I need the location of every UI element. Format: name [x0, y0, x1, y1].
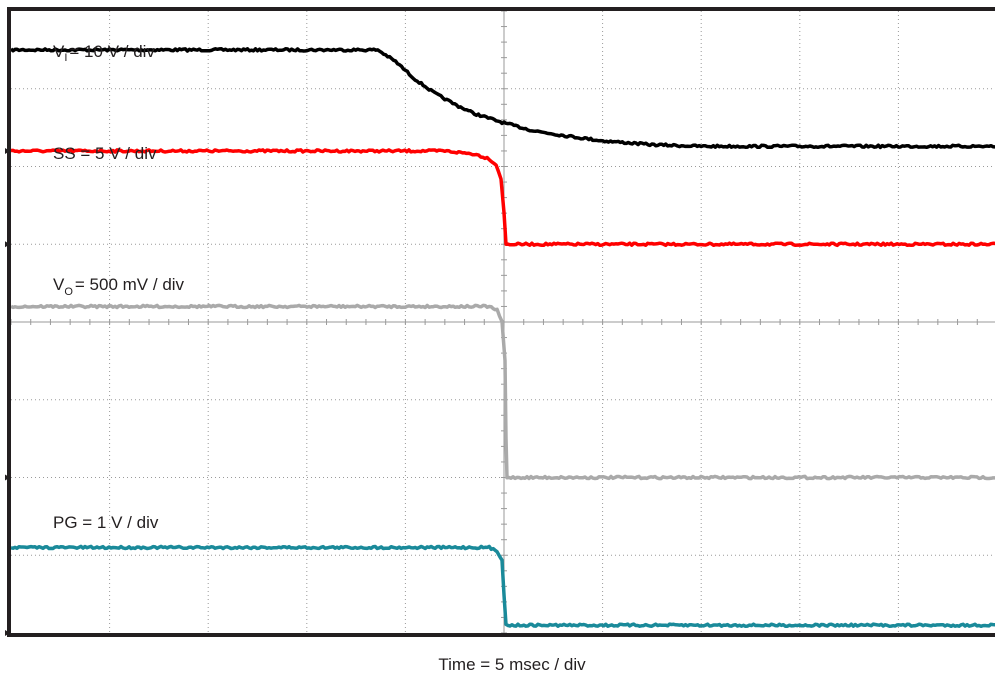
vi-label-subscript: I: [64, 52, 67, 64]
vi-label-main: V: [53, 42, 65, 61]
ss-trace: [10, 148, 995, 248]
vi-channel-label: VI = 10 V / div: [53, 42, 155, 64]
ss-channel-label: SS = 5 V / div: [53, 144, 157, 163]
vo-label-rest: = 500 mV / div: [75, 275, 185, 294]
plot-frame: [7, 7, 995, 637]
pg-trace: [10, 544, 995, 629]
vo-channel-label: VO = 500 mV / div: [53, 275, 185, 298]
vo-label-subscript: O: [64, 286, 73, 298]
plot-grid: [10, 10, 995, 634]
pg-channel-label: PG = 1 V / div: [53, 513, 159, 532]
vi-label-rest: = 10 V / div: [69, 42, 155, 61]
vo-label-main: V: [53, 275, 65, 294]
vo-trace: [10, 303, 995, 481]
waveform-traces: [9, 47, 995, 629]
vi-trace: [9, 47, 995, 150]
x-axis-label: Time = 5 msec / div: [438, 655, 586, 674]
